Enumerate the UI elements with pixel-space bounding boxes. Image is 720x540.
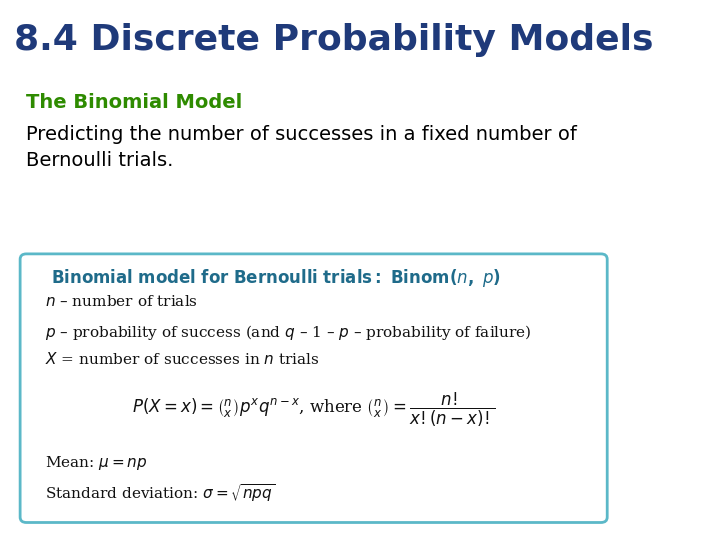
Text: $X$ = number of successes in $n$ trials: $X$ = number of successes in $n$ trials [45,351,320,367]
Text: $\bf{Binomial\ model\ for\ Bernoulli\ trials:\ Binom(}$$\mathbf{\it{n}}$$\bf{,\ : $\bf{Binomial\ model\ for\ Bernoulli\ tr… [51,267,501,289]
Text: $n$ – number of trials: $n$ – number of trials [45,294,198,309]
Text: 8.4 Discrete Probability Models: 8.4 Discrete Probability Models [14,23,653,57]
Text: $p$ – probability of success (and $q$ – 1 – $p$ – probability of failure): $p$ – probability of success (and $q$ – … [45,322,532,342]
FancyBboxPatch shape [20,254,607,523]
Text: The Binomial Model: The Binomial Model [27,93,243,112]
Text: Standard deviation: $\sigma = \sqrt{npq}$: Standard deviation: $\sigma = \sqrt{npq}… [45,482,275,504]
Text: Mean: $\mu = np$: Mean: $\mu = np$ [45,454,148,471]
Text: Predicting the number of successes in a fixed number of
Bernoulli trials.: Predicting the number of successes in a … [27,125,577,171]
Text: $P(X = x) = \binom{n}{x} p^x q^{n-x}$, where $\binom{n}{x} = \dfrac{n!}{x!(n-x)!: $P(X = x) = \binom{n}{x} p^x q^{n-x}$, w… [132,391,495,429]
